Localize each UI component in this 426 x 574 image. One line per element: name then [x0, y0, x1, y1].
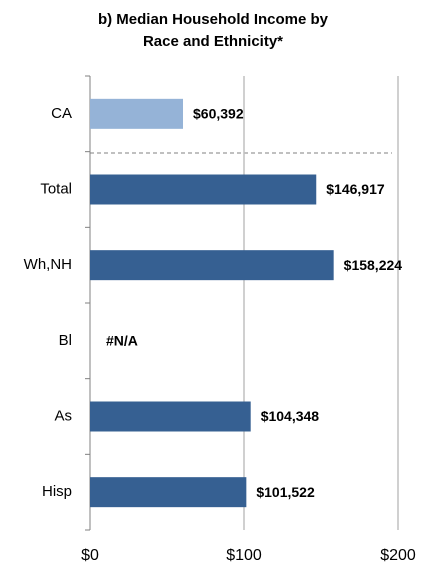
y-tick-label: CA: [51, 105, 72, 122]
value-label: $158,224: [344, 257, 403, 273]
bar: [90, 174, 317, 205]
y-tick-label: Bl: [59, 332, 72, 349]
y-tick-label: Wh,NH: [24, 256, 72, 273]
value-label: $146,917: [326, 181, 385, 197]
value-label: $101,522: [256, 484, 315, 500]
value-label: #N/A: [106, 333, 138, 349]
chart-title: b) Median Household Income by: [98, 11, 329, 28]
bar: [90, 401, 251, 432]
bar: [90, 477, 247, 508]
value-label: $104,348: [261, 408, 320, 424]
y-tick-label: Hisp: [42, 483, 72, 500]
bar: [90, 250, 334, 281]
x-tick-label: $200: [380, 547, 416, 564]
y-tick-label: As: [54, 407, 72, 424]
x-tick-label: $100: [226, 547, 262, 564]
value-label: $60,392: [193, 106, 244, 122]
x-tick-label: $0: [81, 547, 99, 564]
y-tick-label: Total: [40, 180, 72, 197]
chart-title: Race and Ethnicity*: [143, 33, 283, 50]
bar: [90, 98, 184, 129]
